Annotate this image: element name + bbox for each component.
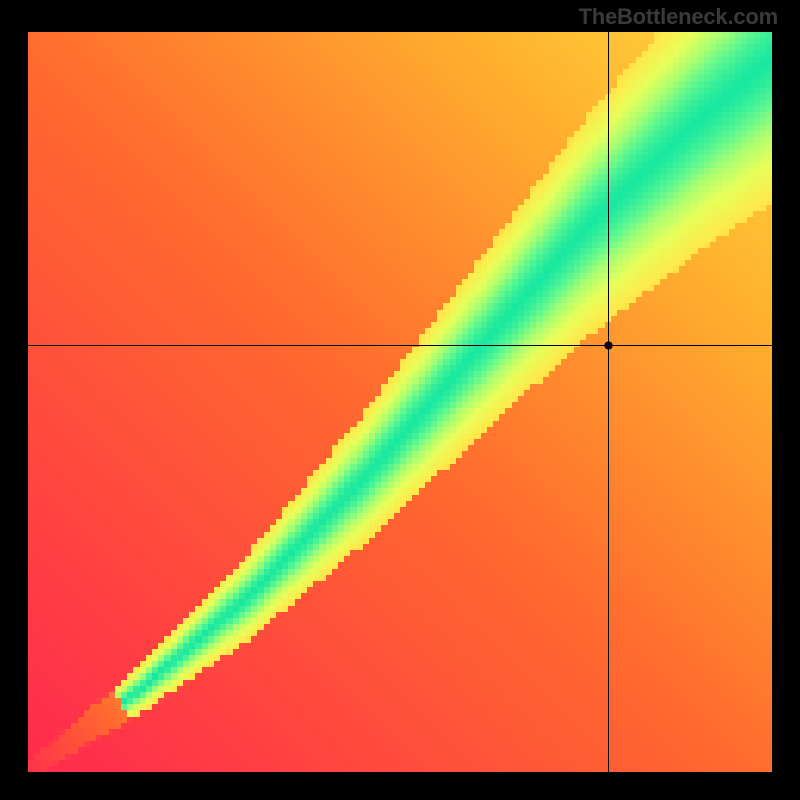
heatmap-canvas: [28, 32, 772, 772]
watermark-text: TheBottleneck.com: [578, 4, 778, 30]
heatmap-plot-area: [28, 32, 772, 772]
